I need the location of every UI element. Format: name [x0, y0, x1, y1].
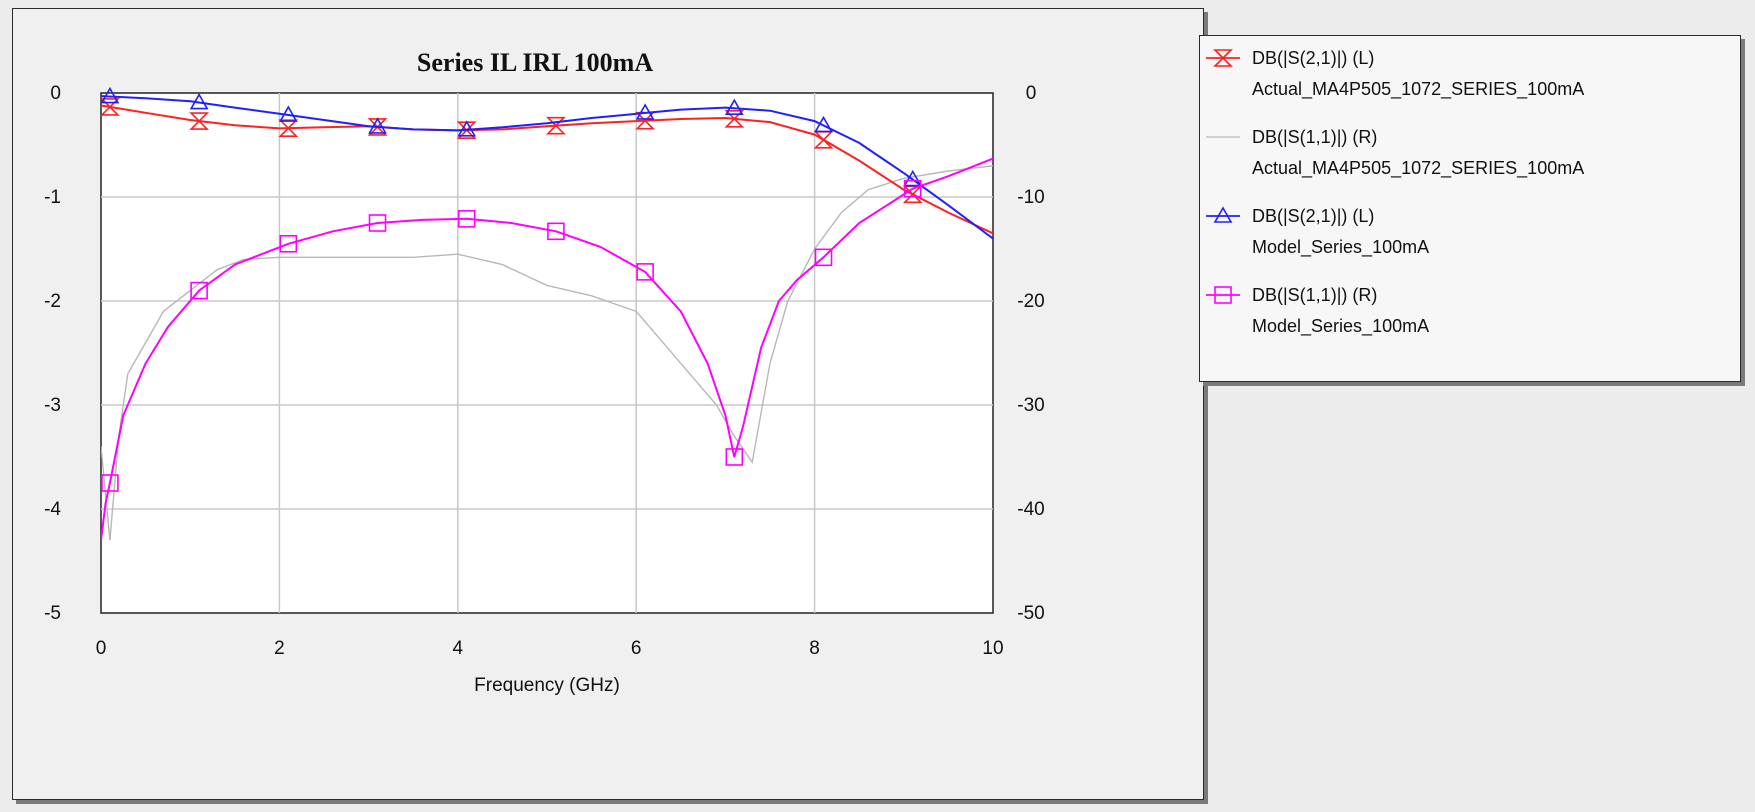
- y-tick-label-left: 0: [50, 83, 61, 104]
- legend-svg: DB(|S(2,1)|) (L) Actual_MA4P505_1072_SERI…: [1206, 48, 1584, 337]
- series-marker-1: [278, 119, 299, 137]
- series-marker-1: [545, 116, 566, 135]
- series-marker-4: [903, 179, 922, 198]
- series-marker-4: [101, 474, 119, 492]
- x-tick-label: 4: [453, 638, 464, 659]
- legend-box: DB(|S(2,1)|) (L) Actual_MA4P505_1072_SERI…: [1199, 35, 1741, 382]
- x-tick-label: 6: [631, 638, 642, 659]
- y-tick-label-left: -1: [44, 187, 61, 208]
- series-marker-4: [547, 222, 565, 241]
- series-marker-1: [189, 112, 210, 130]
- series-marker-1: [456, 121, 477, 140]
- y-tick-label-left: -4: [44, 499, 61, 520]
- y-tick-label-right: -50: [1017, 603, 1044, 624]
- series-marker-1: [99, 98, 120, 116]
- legend-name-1: DB(|S(2,1)|) (L): [1252, 48, 1374, 68]
- y-tick-label-right: -40: [1017, 499, 1044, 520]
- legend-subtitle-4: Model_Series_100mA: [1252, 316, 1429, 337]
- series-marker-4: [457, 210, 476, 228]
- y-tick-label-left: -3: [44, 395, 61, 416]
- series-marker-3: [368, 117, 387, 134]
- legend-subtitle-2: Actual_MA4P505_1072_SERIES_100mA: [1252, 158, 1584, 179]
- series-line-2: [101, 165, 993, 541]
- series-marker-3: [635, 103, 655, 120]
- x-tick-label: 8: [809, 638, 820, 659]
- x-tick-label: 0: [96, 638, 107, 659]
- legend-name-3: DB(|S(2,1)|) (L): [1252, 206, 1374, 226]
- x-axis-label: Frequency (GHz): [474, 675, 620, 696]
- series-marker-4: [368, 214, 387, 232]
- series-marker-3: [724, 98, 744, 115]
- series-marker-3: [814, 115, 833, 133]
- series-marker-3: [100, 86, 120, 104]
- series-marker-4: [725, 448, 744, 466]
- legend-marker-3: [1213, 206, 1233, 223]
- series-marker-3: [903, 169, 923, 187]
- series-marker-4: [190, 281, 208, 300]
- axis-labels-layer: 0 2 4 6 8 100-1-2-3-4-50-10-20-30-40-50: [44, 83, 1045, 659]
- x-tick-label: 10: [982, 638, 1003, 659]
- series-marker-4: [279, 235, 298, 253]
- y-tick-label-left: -2: [44, 291, 61, 312]
- legend-name-4: DB(|S(1,1)|) (R): [1252, 285, 1377, 305]
- grid-layer: [101, 93, 993, 613]
- chart-svg: Series IL IRL 100mA 0 2 4 6 8 100-1-2-3-4-50-…: [44, 48, 1045, 696]
- plot-area: [100, 92, 994, 614]
- series-marker-4: [636, 263, 654, 281]
- series-line-1: [101, 104, 993, 235]
- y-tick-label-right: -10: [1017, 187, 1044, 208]
- series-layer: [99, 86, 993, 541]
- series-marker-1: [367, 118, 388, 136]
- series-marker-3: [278, 105, 298, 122]
- series-line-3: [101, 95, 993, 240]
- legend-name-2: DB(|S(1,1)|) (R): [1252, 127, 1377, 147]
- chart-title: Series IL IRL 100mA: [417, 48, 653, 77]
- legend-marker-4: [1214, 286, 1232, 304]
- x-tick-label: 2: [274, 638, 285, 659]
- series-marker-1: [724, 109, 745, 128]
- series-marker-4: [814, 248, 833, 267]
- plot-window: Series IL IRL 100mA 0 2 4 6 8 10 0 -1 -2 -3 -4 -5 0-…: [12, 8, 1204, 800]
- y-tick-label-right: 0: [1026, 83, 1037, 104]
- y-tick-label-right: -20: [1017, 291, 1044, 312]
- series-marker-3: [457, 120, 477, 137]
- legend-marker-1: [1213, 49, 1233, 67]
- series-marker-3: [189, 92, 209, 110]
- legend-subtitle-3: Model_Series_100mA: [1252, 237, 1429, 258]
- legend-subtitle-1: Actual_MA4P505_1072_SERIES_100mA: [1252, 79, 1584, 100]
- y-tick-label-left: -5: [44, 603, 61, 624]
- series-line-4: [101, 157, 993, 541]
- y-tick-label-right: -30: [1017, 395, 1044, 416]
